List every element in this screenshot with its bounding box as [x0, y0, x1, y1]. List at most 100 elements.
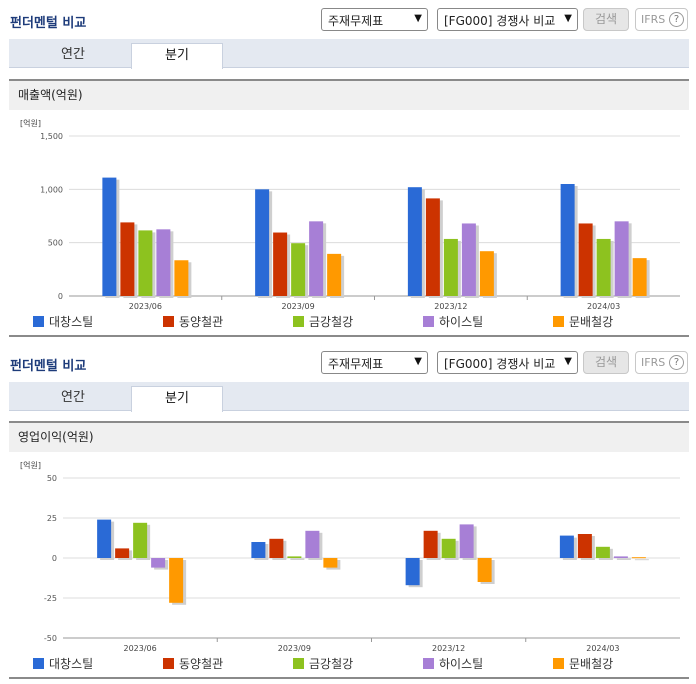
- legend-item[interactable]: 대창스틸: [33, 655, 93, 672]
- bar: [269, 538, 284, 558]
- x-tick-label: 2023/06: [124, 644, 157, 653]
- bar: [441, 538, 456, 558]
- legend-label: 하이스틸: [439, 315, 484, 329]
- bar: [577, 534, 592, 558]
- bar: [632, 258, 647, 296]
- legend-item[interactable]: 문배철강: [553, 655, 613, 672]
- bar-shadow: [462, 526, 477, 560]
- x-tick-label: 2023/12: [434, 302, 467, 311]
- question-circle-icon: ?: [669, 355, 684, 370]
- bar-shadow: [598, 548, 613, 560]
- bar: [613, 556, 628, 558]
- legend-label: 금강철강: [309, 657, 354, 671]
- panel-title: 매출액(억원): [9, 81, 689, 110]
- legend-item[interactable]: 금강철강: [293, 655, 353, 672]
- legend-label: 동양철관: [179, 315, 224, 329]
- bar: [443, 238, 458, 296]
- tab-quarterly[interactable]: 분기: [131, 386, 223, 412]
- legend-swatch: [553, 658, 564, 669]
- legend-label: 금강철강: [309, 315, 354, 329]
- bar-shadow: [105, 179, 120, 298]
- legend-item[interactable]: 동양철관: [163, 655, 223, 672]
- statement-type-select[interactable]: 주재무제표 ▼: [321, 8, 428, 31]
- legend-swatch: [33, 658, 44, 669]
- bar: [461, 223, 476, 296]
- bar: [425, 198, 440, 296]
- legend-item[interactable]: 문배철강: [553, 313, 613, 330]
- x-tick-label: 2023/06: [129, 302, 162, 311]
- y-tick-label: 1,000: [40, 185, 63, 194]
- bar-shadow: [290, 558, 305, 560]
- tab-annual[interactable]: 연간: [61, 390, 85, 405]
- bar: [305, 530, 320, 558]
- bar: [595, 546, 610, 558]
- bar-shadow: [580, 536, 595, 560]
- bar-shadow: [276, 234, 291, 298]
- bar: [631, 557, 646, 559]
- bar-shadow: [446, 240, 461, 298]
- bar-shadow: [635, 260, 650, 298]
- unit-label: [억원]: [20, 118, 41, 128]
- y-tick-label: -50: [44, 634, 57, 643]
- bar: [477, 558, 492, 582]
- bar-shadow: [410, 189, 425, 298]
- legend-item[interactable]: 하이스틸: [423, 313, 483, 330]
- peer-group-select[interactable]: [FG000] 경쟁사 비교 ▼: [437, 8, 578, 31]
- revenue-panel: 매출액(억원): [9, 79, 689, 110]
- bar-shadow: [464, 225, 479, 298]
- peer-group-select[interactable]: [FG000] 경쟁사 비교 ▼: [437, 351, 578, 374]
- bar-shadow: [562, 537, 577, 560]
- bar-shadow: [617, 223, 632, 298]
- legend-swatch: [33, 316, 44, 327]
- bar-shadow: [408, 560, 423, 588]
- bar: [133, 522, 148, 558]
- bar: [405, 558, 420, 586]
- bar: [102, 177, 117, 296]
- x-tick-label: 2023/09: [278, 644, 311, 653]
- x-tick-label: 2024/03: [587, 302, 620, 311]
- panel-divider: [9, 677, 689, 679]
- bar-shadow: [258, 191, 273, 298]
- bar: [156, 229, 171, 296]
- statement-type-value: 주재무제표: [328, 14, 384, 28]
- bar-shadow: [326, 560, 341, 570]
- chevron-down-icon: ▼: [414, 356, 422, 367]
- legend-item[interactable]: 하이스틸: [423, 655, 483, 672]
- bar-shadow: [426, 532, 441, 560]
- bar-shadow: [118, 550, 133, 560]
- bar-shadow: [330, 255, 345, 298]
- bar: [287, 556, 302, 558]
- panel-divider: [9, 335, 689, 337]
- ifrs-help-button[interactable]: IFRS ?: [635, 351, 688, 374]
- legend-swatch: [423, 316, 434, 327]
- legend-item[interactable]: 동양철관: [163, 313, 223, 330]
- bar: [327, 253, 342, 296]
- tab-quarterly[interactable]: 분기: [131, 43, 223, 69]
- fundamental-section-operating-income: 펀더멘털 비교 주재무제표 ▼ [FG000] 경쟁사 비교 ▼ 검색 IFRS…: [0, 343, 696, 412]
- bar-shadow: [581, 225, 596, 298]
- bar: [614, 221, 629, 296]
- search-button[interactable]: 검색: [583, 8, 629, 31]
- legend-item[interactable]: 대창스틸: [33, 313, 93, 330]
- section-title: 펀더멘털 비교: [10, 16, 87, 31]
- bar-shadow: [563, 186, 578, 298]
- legend-item[interactable]: 금강철강: [293, 313, 353, 330]
- bar-shadow: [177, 262, 192, 298]
- tab-annual[interactable]: 연간: [61, 47, 85, 62]
- bar: [479, 251, 494, 296]
- question-circle-icon: ?: [669, 12, 684, 27]
- bar: [407, 187, 422, 296]
- peer-group-value: [FG000] 경쟁사 비교: [444, 14, 556, 28]
- bar-shadow: [141, 232, 156, 298]
- statement-type-select[interactable]: 주재무제표 ▼: [321, 351, 428, 374]
- bar: [97, 519, 112, 558]
- chevron-down-icon: ▼: [564, 13, 572, 24]
- search-button[interactable]: 검색: [583, 351, 629, 374]
- bar-shadow: [312, 223, 327, 298]
- bar: [169, 558, 184, 603]
- bar: [120, 222, 135, 296]
- bar-shadow: [254, 544, 269, 560]
- bar: [560, 184, 575, 296]
- ifrs-help-button[interactable]: IFRS ?: [635, 8, 688, 31]
- bar: [151, 558, 166, 568]
